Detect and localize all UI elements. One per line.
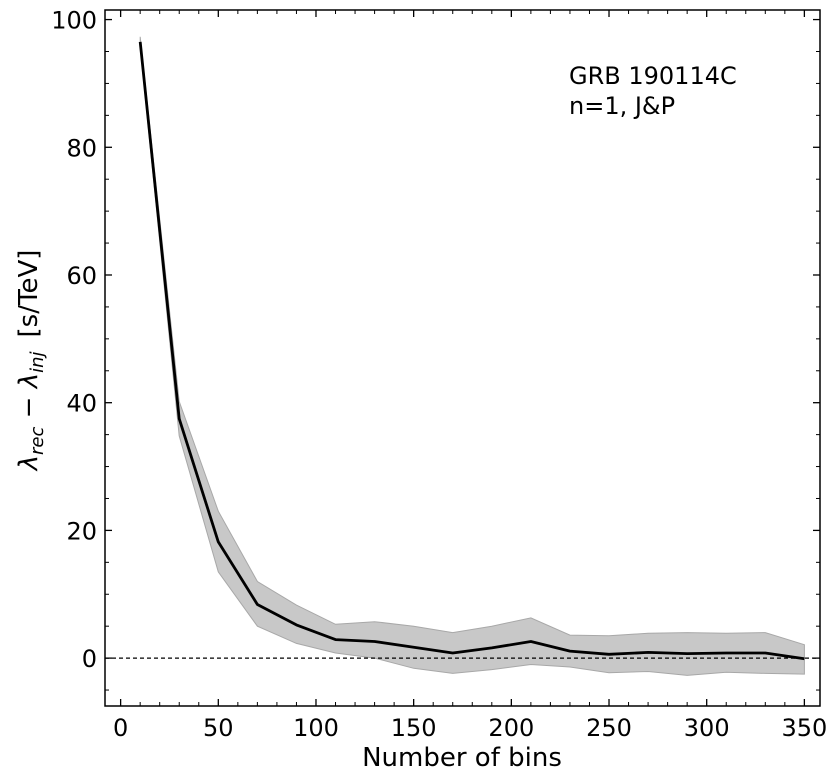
x-tick-label: 300 bbox=[684, 714, 730, 742]
x-tick-label: 100 bbox=[293, 714, 339, 742]
x-tick-label: 350 bbox=[781, 714, 827, 742]
annotation-title: GRB 190114C bbox=[569, 62, 737, 90]
y-axis-label-sub-rec: rec bbox=[27, 427, 48, 455]
x-tick-label: 150 bbox=[391, 714, 437, 742]
y-axis-label-sub-inj: inj bbox=[27, 351, 48, 372]
y-tick-label: 0 bbox=[82, 645, 97, 673]
error-band-layer bbox=[139, 36, 805, 676]
series-line bbox=[138, 41, 805, 661]
x-tick-label: 0 bbox=[113, 714, 128, 742]
y-axis-label-unit: [s/TeV] bbox=[14, 250, 44, 338]
annotation-subtitle: n=1, J&P bbox=[569, 92, 675, 120]
y-axis-label: λrec − λinj[s/TeV] bbox=[14, 250, 48, 473]
y-tick-label: 100 bbox=[51, 7, 97, 35]
series-line-layer bbox=[138, 41, 805, 661]
tick-layer: 0 50 100 150 200 250 300 350 0 20 40 60 80 100 bbox=[51, 7, 827, 742]
y-axis-label-symbol: λ bbox=[14, 455, 44, 472]
y-axis-label-symbol-2: λ bbox=[14, 373, 44, 390]
plot-frame bbox=[104, 9, 821, 707]
x-tick-label: 250 bbox=[586, 714, 632, 742]
x-axis-label: Number of bins bbox=[362, 743, 562, 773]
y-tick-label: 60 bbox=[66, 262, 97, 290]
y-tick-label: 80 bbox=[66, 134, 97, 162]
error-band bbox=[139, 36, 805, 676]
y-axis-label-minus: − bbox=[14, 388, 44, 426]
y-tick-label: 40 bbox=[66, 390, 97, 418]
x-tick-label: 200 bbox=[488, 714, 534, 742]
y-tick-label: 20 bbox=[66, 517, 97, 545]
x-tick-label: 50 bbox=[203, 714, 234, 742]
